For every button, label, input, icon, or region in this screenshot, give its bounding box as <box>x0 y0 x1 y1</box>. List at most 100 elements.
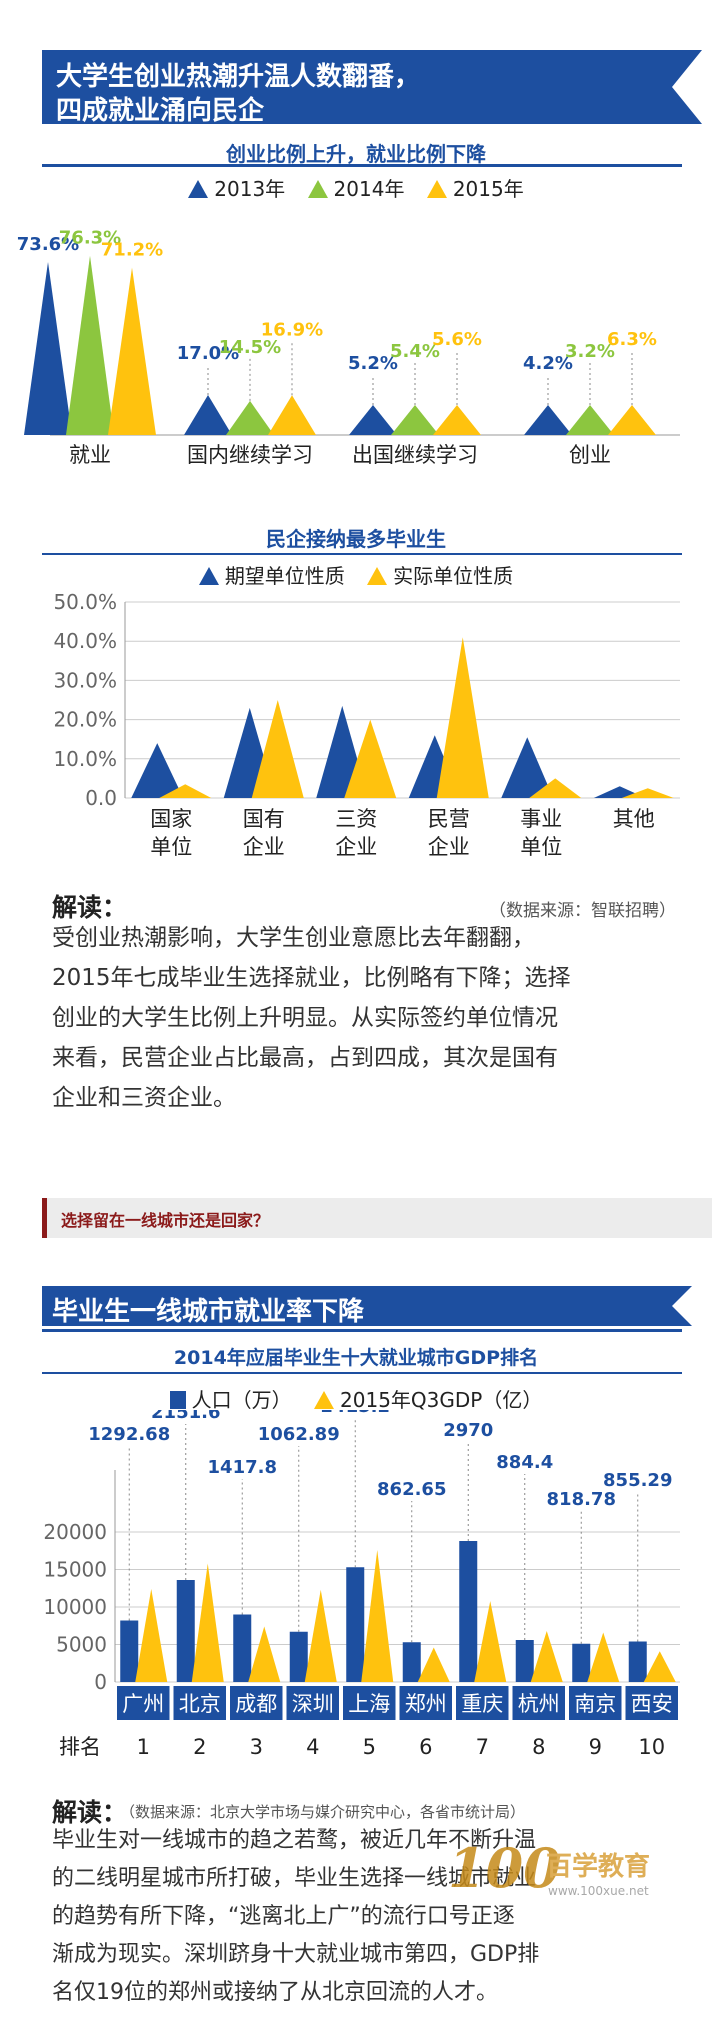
legend-item-gdp: 2015年Q3GDP（亿） <box>314 1384 542 1413</box>
category-label: 国家 <box>150 807 192 831</box>
chart-mark-triangle <box>433 405 481 435</box>
chart-mark-actual <box>529 778 582 798</box>
chart-mark-actual <box>436 637 489 798</box>
data-label: 17.0% <box>177 343 239 364</box>
reading2-head: 解读： <box>52 1798 128 1827</box>
chart-mark-population <box>233 1614 252 1682</box>
watermark-logo: 100 百学教育 www.100xue.net <box>448 1836 658 1916</box>
chart-mark-population <box>459 1541 478 1682</box>
y-tick-label: 10000 <box>43 1595 107 1619</box>
chart-mark-population <box>346 1567 365 1682</box>
data-label: 2151.6 <box>151 1410 220 1423</box>
category-label: 民营 <box>428 807 470 831</box>
reading2-line: 毕业生对一线城市的趋之若鹜，被近几年不断升温 <box>52 1828 537 1853</box>
data-label: 3.2% <box>565 341 615 362</box>
chart-mark-triangle <box>268 395 316 435</box>
category-label: 北京 <box>179 1692 221 1716</box>
category-label: 三资 <box>335 807 377 831</box>
triangle-icon <box>188 180 209 198</box>
data-label: 76.3% <box>59 228 121 249</box>
chart-mark-triangle <box>524 405 572 435</box>
legend-item-2013: 2013年 <box>188 173 285 202</box>
category-label: 就业 <box>69 443 111 467</box>
reading2-paragraph: 毕业生对一线城市的趋之若鹜，被近几年不断升温 的二线明星城市所打破，毕业生选择一… <box>52 1822 672 2012</box>
chart-mark-population <box>628 1641 647 1682</box>
rank-label: 1 <box>137 1735 150 1759</box>
chart-mark-triangle <box>24 262 72 435</box>
chart-mark-triangle <box>184 395 232 435</box>
chart1-legend: 2013年 2014年 2015年 <box>0 173 712 202</box>
section2-banner-text: 毕业生一线城市就业率下降 <box>52 1297 365 1327</box>
legend-item-population: 人口（万） <box>169 1384 292 1413</box>
section2-banner-arrow <box>672 1286 692 1326</box>
rank-label: 6 <box>419 1735 432 1759</box>
city-label-bg <box>230 1686 283 1720</box>
legend-item-2014: 2014年 <box>307 173 404 202</box>
chart1-plot: 73.6%76.3%71.2% 就业 17.0%14.5%16.9% 国内继续学习 5.… <box>17 228 680 467</box>
data-label: 5.4% <box>390 341 440 362</box>
chart3-divider <box>42 1372 682 1374</box>
category-label: 事业 <box>520 807 562 831</box>
triangle-icon <box>307 180 328 198</box>
data-label: 5.2% <box>348 353 398 374</box>
reading1-line: 企业和三资企业。 <box>52 1085 236 1111</box>
chart-mark-gdp <box>135 1589 168 1682</box>
city-label-bg <box>173 1686 226 1720</box>
rank-label: 5 <box>363 1735 376 1759</box>
city-label-bg <box>343 1686 396 1720</box>
rank-axis-label: 排名 <box>59 1735 101 1759</box>
chart3-legend: 人口（万） 2015年Q3GDP（亿） <box>0 1384 712 1413</box>
data-label: 884.4 <box>496 1452 553 1473</box>
category-label: 重庆 <box>461 1692 503 1716</box>
category-label: 其他 <box>613 807 655 831</box>
chart-mark-expected <box>501 737 554 798</box>
chart-mark-triangle <box>108 267 156 435</box>
chart-mark-population <box>402 1642 421 1682</box>
y-tick-label: 50.0% <box>53 590 117 614</box>
chart3-plot: 20000 15000 10000 5000 0 1292.68 广州 1 2151.6 北京 2 1… <box>43 1410 680 1759</box>
chart-mark-gdp <box>587 1632 620 1682</box>
chart-mark-population <box>572 1643 591 1682</box>
data-label: 2970 <box>443 1420 493 1441</box>
category-label: 企业 <box>335 835 377 859</box>
legend-item-2015: 2015年 <box>426 173 524 202</box>
y-tick-label: 15000 <box>43 1558 107 1582</box>
data-label: 5.6% <box>432 329 482 350</box>
city-label-bg <box>569 1686 622 1720</box>
chart-mark-triangle <box>226 400 274 435</box>
chart-mark-triangle <box>66 255 114 435</box>
rank-label: 7 <box>476 1735 489 1759</box>
section1-banner: 大学生创业热潮升温人数翻番， 四成就业涌向民企 <box>42 50 672 126</box>
category-label: 成都 <box>235 1692 277 1716</box>
section2-divider <box>42 1329 682 1332</box>
section1-divider <box>42 164 682 167</box>
chart-mark-triangle <box>391 405 439 435</box>
category-label: 企业 <box>428 835 470 859</box>
category-label: 单位 <box>150 835 192 859</box>
reading2-source: （数据来源：北京大学市场与媒介研究中心，各省市统计局） <box>120 1803 526 1821</box>
y-tick-label: 40.0% <box>53 629 117 653</box>
city-label-bg <box>286 1686 339 1720</box>
data-label: 16.9% <box>261 319 323 340</box>
chart-mark-population <box>120 1620 139 1682</box>
data-label: 6.3% <box>607 329 657 350</box>
data-label: 862.65 <box>377 1479 446 1500</box>
rank-label: 3 <box>250 1735 263 1759</box>
rank-label: 4 <box>306 1735 319 1759</box>
legend-item-actual: 实际单位性质 <box>367 560 513 589</box>
city-label-bg <box>456 1686 509 1720</box>
data-label: 1417.8 <box>208 1457 277 1478</box>
chart-mark-gdp <box>530 1631 563 1682</box>
data-label: 1292.68 <box>88 1424 170 1445</box>
reading1-source: （数据来源：智联招聘） <box>489 901 676 921</box>
triangle-icon <box>426 180 447 198</box>
chart-mark-actual <box>251 700 304 798</box>
rank-label: 10 <box>638 1735 665 1759</box>
reading1-line: 来看，民营企业占比最高，占到四成，其次是国有 <box>52 1045 558 1071</box>
category-label: 南京 <box>574 1692 616 1716</box>
y-tick-label: 5000 <box>56 1633 107 1657</box>
chart1-title: 创业比例上升，就业比例下降 <box>226 142 486 166</box>
data-label: 1062.89 <box>258 1424 340 1445</box>
reading2-line: 渐成为现实。深圳跻身十大就业城市第四，GDP排 <box>52 1942 540 1967</box>
chart2-title: 民企接纳最多毕业生 <box>266 527 446 551</box>
